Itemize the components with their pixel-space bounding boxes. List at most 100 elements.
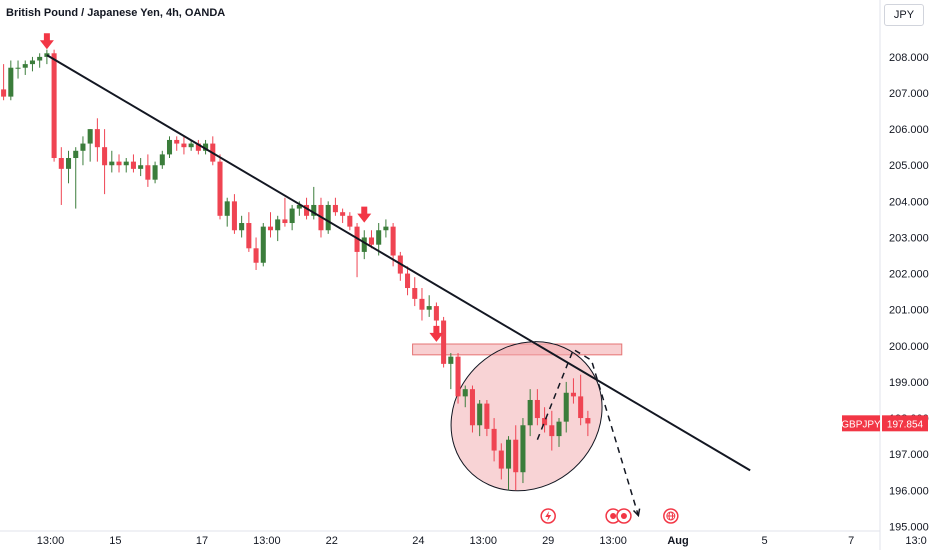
candle-body [37,56,43,61]
candle-body [195,143,201,151]
candle-body [542,418,548,426]
candle [506,436,512,491]
candle [282,197,288,227]
x-tick-label: 24 [412,535,424,547]
candle-body [51,53,57,159]
candle-body [383,226,389,231]
candle [246,212,252,252]
candle [484,399,490,437]
candle-body [570,392,576,397]
globe-event-icon [663,508,679,524]
candle [1,64,7,101]
sell-arrow-marker [429,325,444,342]
symbol-tag [842,415,880,432]
y-tick-label: 197.000 [889,449,929,461]
x-tick-label: 13:0 [905,535,926,547]
candle [102,129,108,195]
candle-body [484,403,490,429]
candle-body [94,129,100,148]
y-tick-label: 199.000 [889,377,929,389]
candle-body [578,396,584,419]
candle-body [347,215,353,227]
candle-body [174,139,180,144]
candle [224,197,230,227]
candle [412,277,418,307]
candle-body [311,204,317,216]
candle [109,150,115,173]
candle-body [549,425,555,437]
trendline [46,54,751,472]
candle [578,374,584,426]
y-tick-label: 208.000 [889,52,929,64]
candle-body [340,212,346,216]
candle-body [520,425,526,473]
candle-body [462,389,468,397]
candle [354,223,360,278]
candle [448,353,454,390]
candle-body [289,208,295,224]
y-tick-label: 205.000 [889,160,929,172]
chart-title: British Pound / Japanese Yen, 4h, OANDA [6,7,226,19]
candle [498,443,504,480]
candle-body [498,450,504,469]
candle [368,230,374,249]
candle [174,136,180,151]
candle [138,158,144,177]
candle-body [203,143,209,151]
candle-body [412,288,418,299]
candle [542,407,548,433]
earnings-event-icon [616,508,632,524]
candle-body [239,223,245,231]
candle [585,410,591,437]
candle-body [66,158,72,169]
last-price-label: 197.854 [887,419,924,430]
candle [239,215,245,238]
candle [340,208,346,224]
candle-body [138,165,144,169]
candle [419,288,425,321]
candle-body [80,143,86,151]
y-tick-label: 203.000 [889,232,929,244]
candle [556,418,562,447]
projection-path [536,348,640,516]
candle-body [22,64,28,68]
candle-body [181,143,187,148]
y-tick-label: 207.000 [889,88,929,100]
candle-body [563,392,569,422]
candle-body [513,439,519,473]
y-tick-label: 201.000 [889,305,929,317]
candle [513,425,519,491]
candle-body [87,129,93,144]
currency-button[interactable]: JPY [884,4,924,26]
candle [455,353,461,404]
x-tick-label: Aug [667,535,688,547]
candle [87,129,93,162]
candle [311,186,317,220]
candle [405,266,411,296]
projection-arrowhead [632,508,641,518]
candle [210,136,216,166]
candle-body [585,418,591,424]
candle [325,201,331,234]
candle-body [405,273,411,289]
candle [231,194,237,234]
candle-body [231,201,237,231]
candle [15,60,21,79]
candle [549,410,555,451]
candle [253,237,259,270]
candle [469,385,475,433]
candle [58,147,64,205]
sell-arrow-marker [39,33,54,50]
highlight-ellipse [450,341,603,492]
candle-body [29,60,35,65]
candle-body [469,389,475,426]
candle-body [260,226,266,263]
candle [116,154,122,173]
candle [203,139,209,155]
candle [275,215,281,242]
candle-body [8,67,14,97]
candle [332,197,338,216]
candle-body [361,237,367,252]
candle-body [58,158,64,169]
